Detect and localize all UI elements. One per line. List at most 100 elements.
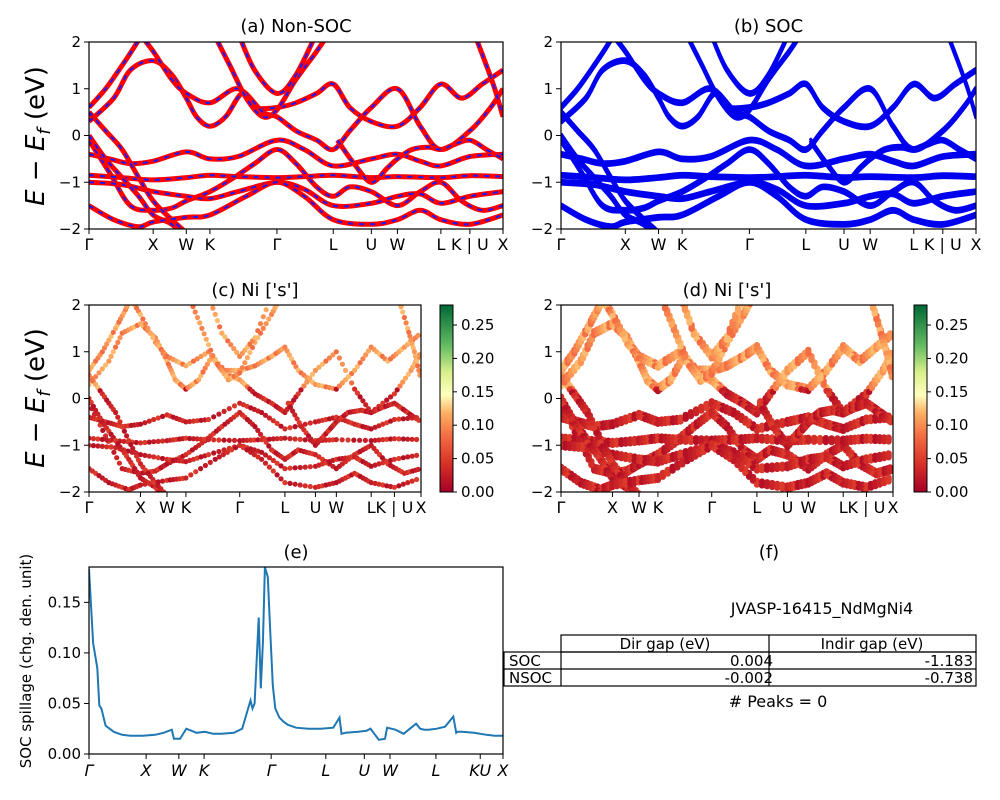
- band-point: [211, 414, 217, 420]
- band-point: [703, 404, 710, 411]
- band-point: [660, 296, 666, 302]
- xtick-label: K | U: [924, 235, 962, 254]
- band-point: [244, 447, 250, 453]
- band-point: [287, 404, 293, 410]
- band-point: [598, 298, 604, 304]
- band-point: [602, 297, 608, 303]
- band-point: [99, 443, 105, 449]
- band-point: [391, 416, 397, 423]
- band-point: [753, 427, 761, 434]
- band-point: [89, 395, 92, 402]
- band-point: [396, 483, 402, 489]
- band-point: [888, 373, 893, 381]
- band-line: [561, 57, 976, 127]
- band-point: [688, 325, 695, 332]
- band-point: [146, 480, 152, 486]
- band-line: [808, 140, 976, 186]
- band-point: [354, 390, 360, 396]
- panel-f-gap-table: (f) JVASP-16415_NdMgNi4 Dir gap (eV) Ind…: [503, 542, 977, 711]
- colorbar-tick-label: 0.05: [935, 450, 968, 468]
- band-point: [99, 349, 105, 355]
- band-point: [296, 420, 302, 426]
- band-point: [619, 331, 626, 339]
- band-line: [561, 42, 613, 111]
- band-point: [412, 353, 419, 359]
- band-point: [121, 438, 127, 444]
- xtick-label: K | U: [848, 498, 886, 517]
- ytick-label: 2: [543, 33, 553, 51]
- xtick-label: K: [653, 498, 664, 517]
- band-point: [90, 436, 96, 442]
- xtick-label: W: [178, 235, 194, 254]
- band-point: [718, 351, 726, 358]
- band-point: [292, 436, 298, 442]
- band-point: [137, 452, 144, 458]
- band-point: [400, 416, 406, 422]
- panel-e-ylabel: SOC spillage (chg. den. unit): [17, 554, 35, 769]
- colorbar-tick-label: 0.00: [461, 483, 494, 501]
- band-point: [657, 292, 663, 298]
- band-point: [675, 338, 682, 345]
- colorbar-tick-label: 0.10: [461, 416, 494, 434]
- ylabel-top-row: E − Ef (eV): [21, 66, 55, 206]
- band-point: [111, 449, 117, 455]
- band-point: [205, 416, 212, 423]
- band-point: [301, 383, 307, 389]
- colorbar-tick-label: 0.15: [935, 383, 968, 401]
- band-point: [779, 485, 786, 492]
- band-point: [713, 361, 720, 368]
- band-point: [231, 346, 237, 352]
- band-point: [660, 298, 666, 304]
- band-point: [407, 333, 413, 339]
- xtick-label: W: [382, 761, 399, 780]
- band-point: [160, 413, 166, 419]
- band-point: [758, 482, 766, 489]
- band-point: [351, 437, 357, 443]
- band-point: [251, 437, 257, 443]
- band-point: [104, 444, 110, 450]
- band-point: [668, 321, 675, 328]
- band-point: [259, 456, 265, 462]
- band-point: [681, 354, 689, 361]
- band-point: [146, 453, 152, 459]
- band-point: [233, 445, 239, 451]
- xtick-label: W: [390, 235, 406, 254]
- table-header-dir-gap: Dir gap (eV): [620, 635, 711, 653]
- ytick-label: 2: [71, 33, 81, 51]
- ytick-label: 0: [543, 390, 553, 408]
- band-point: [216, 448, 222, 455]
- band-point: [769, 483, 776, 491]
- band-point: [330, 352, 336, 358]
- band-point: [302, 483, 308, 489]
- band-point: [198, 466, 204, 472]
- band-point: [758, 426, 766, 433]
- band-point: [753, 481, 761, 488]
- band-point: [729, 322, 736, 329]
- band-line: [808, 136, 976, 182]
- xtick-label: X: [888, 498, 899, 517]
- band-point: [363, 352, 369, 358]
- band-point: [732, 327, 739, 334]
- band-point: [266, 464, 272, 470]
- band-point: [130, 445, 136, 451]
- band-point: [805, 438, 812, 445]
- band-point: [774, 465, 781, 473]
- xtick-label: X: [498, 235, 509, 254]
- band-point: [205, 342, 212, 348]
- band-point: [284, 348, 290, 354]
- band-point: [194, 418, 200, 424]
- ytick-label: 2: [71, 296, 81, 314]
- band-point: [598, 291, 604, 297]
- xtick-label: X: [148, 235, 159, 254]
- band-point: [380, 421, 386, 427]
- band-point: [887, 419, 893, 426]
- colorbar-tick-label: 0.25: [461, 316, 494, 334]
- band-point: [352, 386, 358, 392]
- band-point: [600, 296, 606, 302]
- band-point: [278, 476, 284, 482]
- band-point: [288, 356, 295, 362]
- band-point: [257, 431, 264, 437]
- band-point: [376, 437, 382, 443]
- band-point: [100, 427, 106, 433]
